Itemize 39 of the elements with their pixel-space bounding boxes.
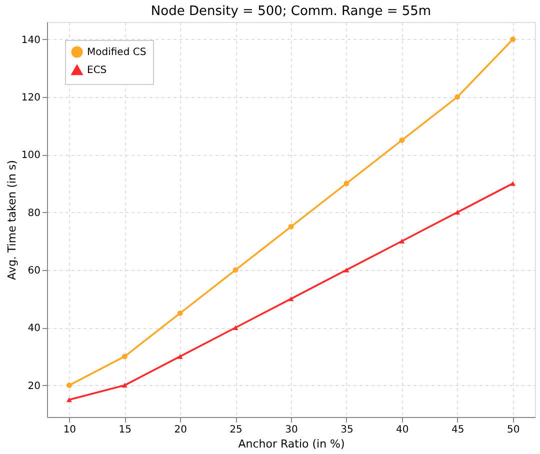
x-tick-label: 45: [451, 424, 464, 436]
point: [232, 325, 238, 330]
y-tick-label: 140: [21, 34, 40, 46]
legend-label: ECS: [87, 65, 107, 76]
point: [510, 36, 516, 42]
y-tick-label: 20: [28, 380, 40, 392]
y-tick-label: 100: [21, 150, 40, 162]
y-tick-label: 80: [28, 208, 40, 219]
point: [454, 210, 460, 215]
point: [399, 238, 405, 244]
chart-title: Node Density = 500; Comm. Range = 55m: [150, 4, 432, 19]
x-tick-label: 20: [174, 424, 187, 436]
y-tick-label: 60: [28, 265, 40, 276]
x-tick-label: 10: [63, 424, 76, 436]
point: [66, 397, 72, 402]
legend-label: Modified CS: [87, 47, 146, 58]
point: [122, 382, 128, 388]
y-axis-title: Avg. Time taken (in s): [5, 160, 18, 280]
x-tick-label: 40: [396, 424, 409, 436]
x-tick-label: 35: [340, 424, 354, 436]
point: [344, 268, 350, 272]
point: [288, 224, 294, 230]
point: [454, 94, 460, 100]
x-tick-label: 30: [285, 424, 298, 436]
point: [177, 310, 183, 316]
x-tick-label: 25: [230, 424, 242, 436]
point: [66, 382, 72, 388]
point: [510, 181, 516, 186]
x-tick-label: 15: [118, 424, 132, 436]
point: [344, 180, 350, 186]
y-tick-label: 40: [28, 323, 40, 334]
y-tick-label: 120: [21, 92, 40, 104]
point: [399, 137, 405, 143]
point: [232, 267, 238, 273]
point: [122, 354, 128, 360]
point: [177, 354, 183, 359]
x-axis-title: Anchor Ratio (in %): [238, 438, 345, 450]
point: [288, 296, 294, 302]
x-tick-label: 50: [506, 424, 520, 436]
